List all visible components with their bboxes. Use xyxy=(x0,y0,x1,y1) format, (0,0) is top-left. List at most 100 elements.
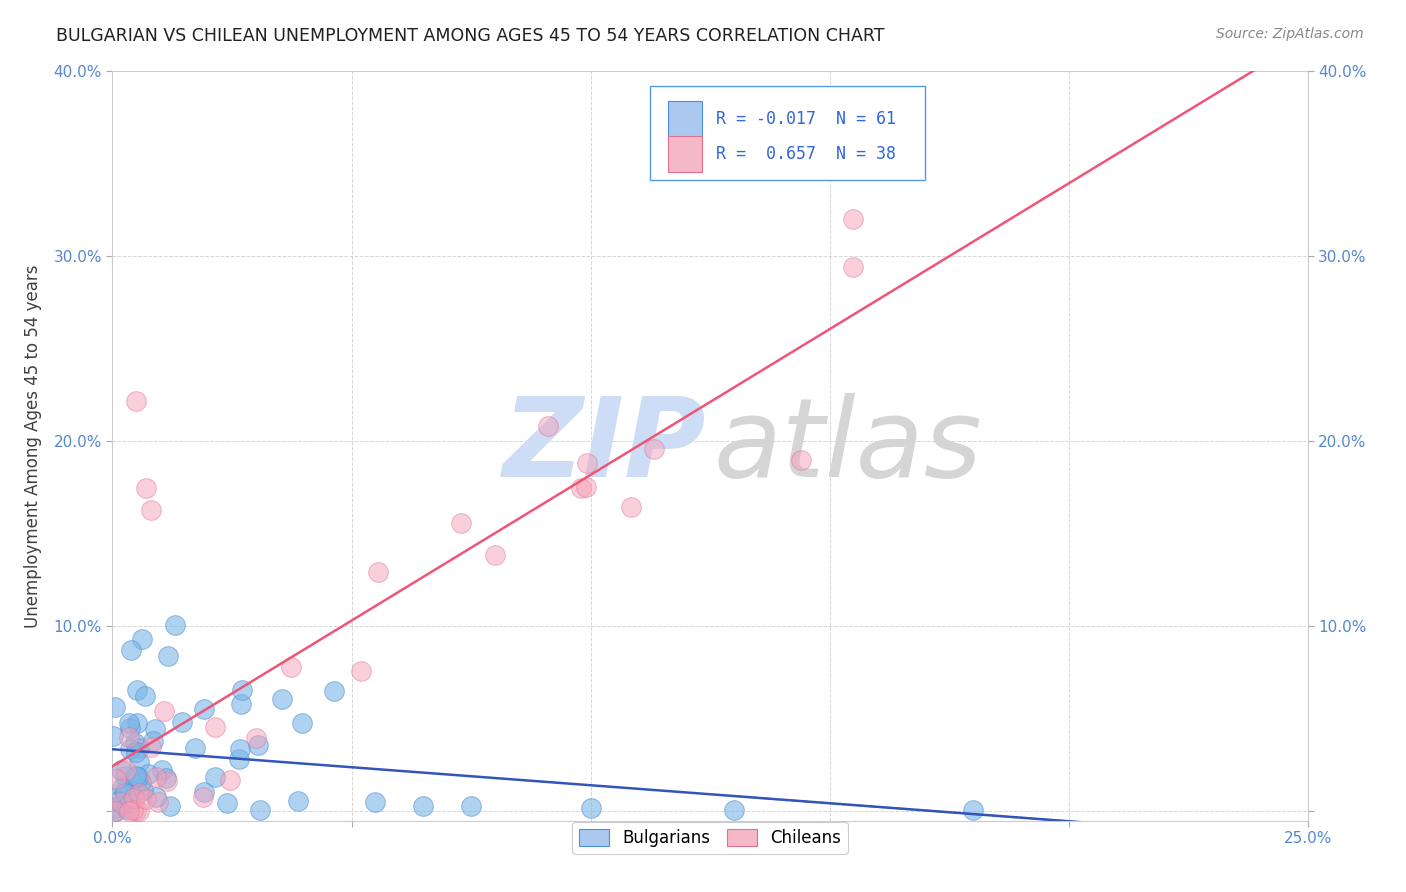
Y-axis label: Unemployment Among Ages 45 to 54 years: Unemployment Among Ages 45 to 54 years xyxy=(24,264,42,628)
Point xyxy=(157,648,180,663)
Point xyxy=(231,682,253,697)
Text: R = -0.017  N = 61: R = -0.017 N = 61 xyxy=(716,110,896,128)
Point xyxy=(484,548,506,562)
Point xyxy=(128,786,150,800)
Point xyxy=(129,774,152,789)
Point xyxy=(193,784,215,798)
Point xyxy=(134,689,156,703)
Point xyxy=(575,480,598,494)
Point xyxy=(322,684,344,698)
Point xyxy=(249,803,271,817)
Point xyxy=(111,780,134,795)
Point xyxy=(193,789,215,804)
Point xyxy=(143,722,166,736)
Point xyxy=(229,697,252,711)
Point xyxy=(291,715,314,730)
Point xyxy=(569,481,592,495)
Point xyxy=(110,764,132,778)
Point xyxy=(125,716,148,731)
Point xyxy=(280,660,302,674)
Point xyxy=(117,805,139,819)
Point xyxy=(139,503,162,517)
Point xyxy=(537,418,560,433)
Point xyxy=(842,212,865,227)
Point xyxy=(204,770,226,784)
Point xyxy=(228,751,250,765)
Point xyxy=(135,791,157,805)
Point xyxy=(120,721,142,735)
Point xyxy=(460,798,482,813)
Point xyxy=(184,741,207,756)
Point xyxy=(145,770,167,784)
Point xyxy=(124,736,146,750)
Point xyxy=(842,260,865,275)
Point xyxy=(450,516,472,530)
Point xyxy=(128,740,150,755)
Point xyxy=(163,618,186,632)
Text: R =  0.657  N = 38: R = 0.657 N = 38 xyxy=(716,145,896,162)
Point xyxy=(115,802,138,816)
Point xyxy=(245,731,267,746)
Point xyxy=(114,786,136,800)
Point xyxy=(159,799,181,814)
Point xyxy=(104,805,127,819)
Point xyxy=(170,714,193,729)
Point xyxy=(120,643,142,657)
Point xyxy=(124,805,146,819)
Point xyxy=(124,768,146,782)
Point xyxy=(114,769,136,783)
Point xyxy=(125,393,148,408)
Point xyxy=(723,803,745,817)
Point xyxy=(962,803,984,817)
Point xyxy=(104,699,127,714)
Point xyxy=(156,774,179,789)
Point xyxy=(789,453,811,467)
Point xyxy=(364,795,387,809)
Point xyxy=(579,800,602,814)
Legend: Bulgarians, Chileans: Bulgarians, Chileans xyxy=(572,822,848,854)
Point xyxy=(643,442,665,456)
Text: BULGARIAN VS CHILEAN UNEMPLOYMENT AMONG AGES 45 TO 54 YEARS CORRELATION CHART: BULGARIAN VS CHILEAN UNEMPLOYMENT AMONG … xyxy=(56,27,884,45)
Point xyxy=(124,784,146,798)
Point xyxy=(122,803,145,817)
Point xyxy=(132,782,155,797)
Point xyxy=(124,791,146,805)
Point xyxy=(135,481,157,495)
Point xyxy=(139,740,162,755)
Point xyxy=(152,704,174,718)
Point xyxy=(120,796,142,810)
Point xyxy=(287,794,309,808)
Point xyxy=(125,745,148,759)
Point xyxy=(111,797,134,811)
Text: ZIP: ZIP xyxy=(503,392,706,500)
Point xyxy=(118,742,141,756)
Point xyxy=(136,767,159,781)
Point xyxy=(247,739,270,753)
Point xyxy=(118,731,141,745)
Point xyxy=(127,683,149,698)
Text: atlas: atlas xyxy=(714,392,983,500)
Point xyxy=(145,789,167,804)
Point xyxy=(217,796,239,810)
Point xyxy=(193,702,215,716)
Point xyxy=(228,742,250,756)
Point xyxy=(142,734,165,748)
Point xyxy=(104,805,127,819)
Point xyxy=(367,565,389,579)
Point xyxy=(620,500,643,515)
Point xyxy=(219,772,242,787)
Point xyxy=(150,763,173,777)
Point xyxy=(104,801,127,815)
Point xyxy=(131,632,153,646)
Point xyxy=(155,772,177,786)
Point xyxy=(270,691,292,706)
Point xyxy=(412,798,434,813)
Point xyxy=(127,770,149,784)
Point xyxy=(350,665,373,679)
Bar xyxy=(668,136,702,172)
Point xyxy=(114,784,136,798)
Point xyxy=(103,729,125,743)
Point xyxy=(148,795,170,809)
Point xyxy=(110,795,132,809)
Point xyxy=(128,755,150,769)
